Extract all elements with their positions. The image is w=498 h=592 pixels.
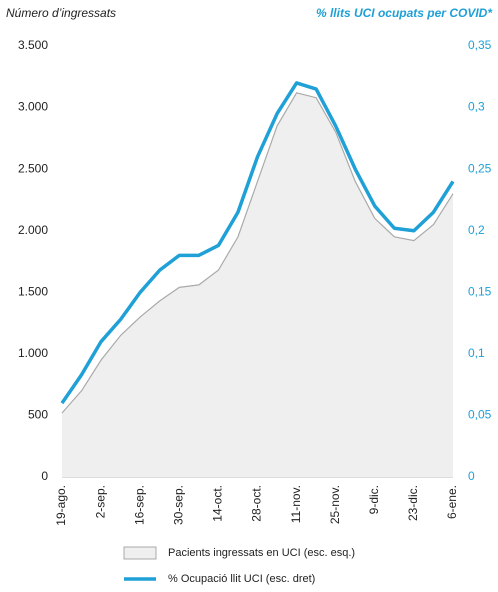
x-tick-label: 16-sep. (132, 485, 146, 525)
x-tick-label: 25-nov. (328, 485, 342, 524)
y2-tick-label: 0,35 (468, 38, 492, 52)
y2-tick-label: 0,25 (468, 161, 492, 175)
x-tick-label: 19-ago. (54, 485, 68, 526)
legend-swatch (123, 546, 157, 560)
area-outline (61, 92, 454, 414)
y-tick-label: 0 (41, 469, 48, 483)
x-tick-label: 30-sep. (171, 485, 185, 525)
x-tick-label: 28-oct. (250, 485, 264, 522)
y2-tick-label: 0 (468, 469, 475, 483)
x-tick-label: 11-nov. (289, 485, 303, 523)
legend-label: Pacients ingressats en UCI (esc. esq.) (168, 547, 355, 559)
y2-tick-label: 0,15 (468, 284, 492, 298)
x-tick-label: 9-dic. (367, 485, 381, 514)
x-tick-label: 23-dic. (406, 485, 420, 521)
y-tick-label: 1.500 (18, 284, 48, 298)
y2-tick-label: 0,2 (468, 223, 485, 237)
y-tick-label: 3.500 (18, 38, 48, 52)
y-tick-label: 2.500 (18, 161, 48, 175)
line (60, 81, 455, 405)
y-tick-label: 500 (28, 408, 48, 422)
y2-tick-label: 0,05 (468, 408, 492, 422)
x-tick-label: 2-sep. (93, 485, 107, 518)
y2-tick-label: 0,3 (468, 100, 485, 114)
y-tick-label: 2.000 (18, 223, 48, 237)
x-tick-label: 6-ene. (445, 485, 459, 519)
right-axis-title: % llits UCI ocupats per COVID* (316, 6, 493, 20)
y2-tick-label: 0,1 (468, 346, 485, 360)
legend-label: % Ocupació llit UCI (esc. dret) (168, 573, 315, 585)
x-tick-label: 14-oct. (211, 485, 225, 522)
area (62, 92, 453, 478)
left-axis-title: Número d’ingressats (6, 6, 116, 20)
y-tick-label: 1.000 (18, 346, 48, 360)
y-tick-label: 3.000 (18, 100, 48, 114)
